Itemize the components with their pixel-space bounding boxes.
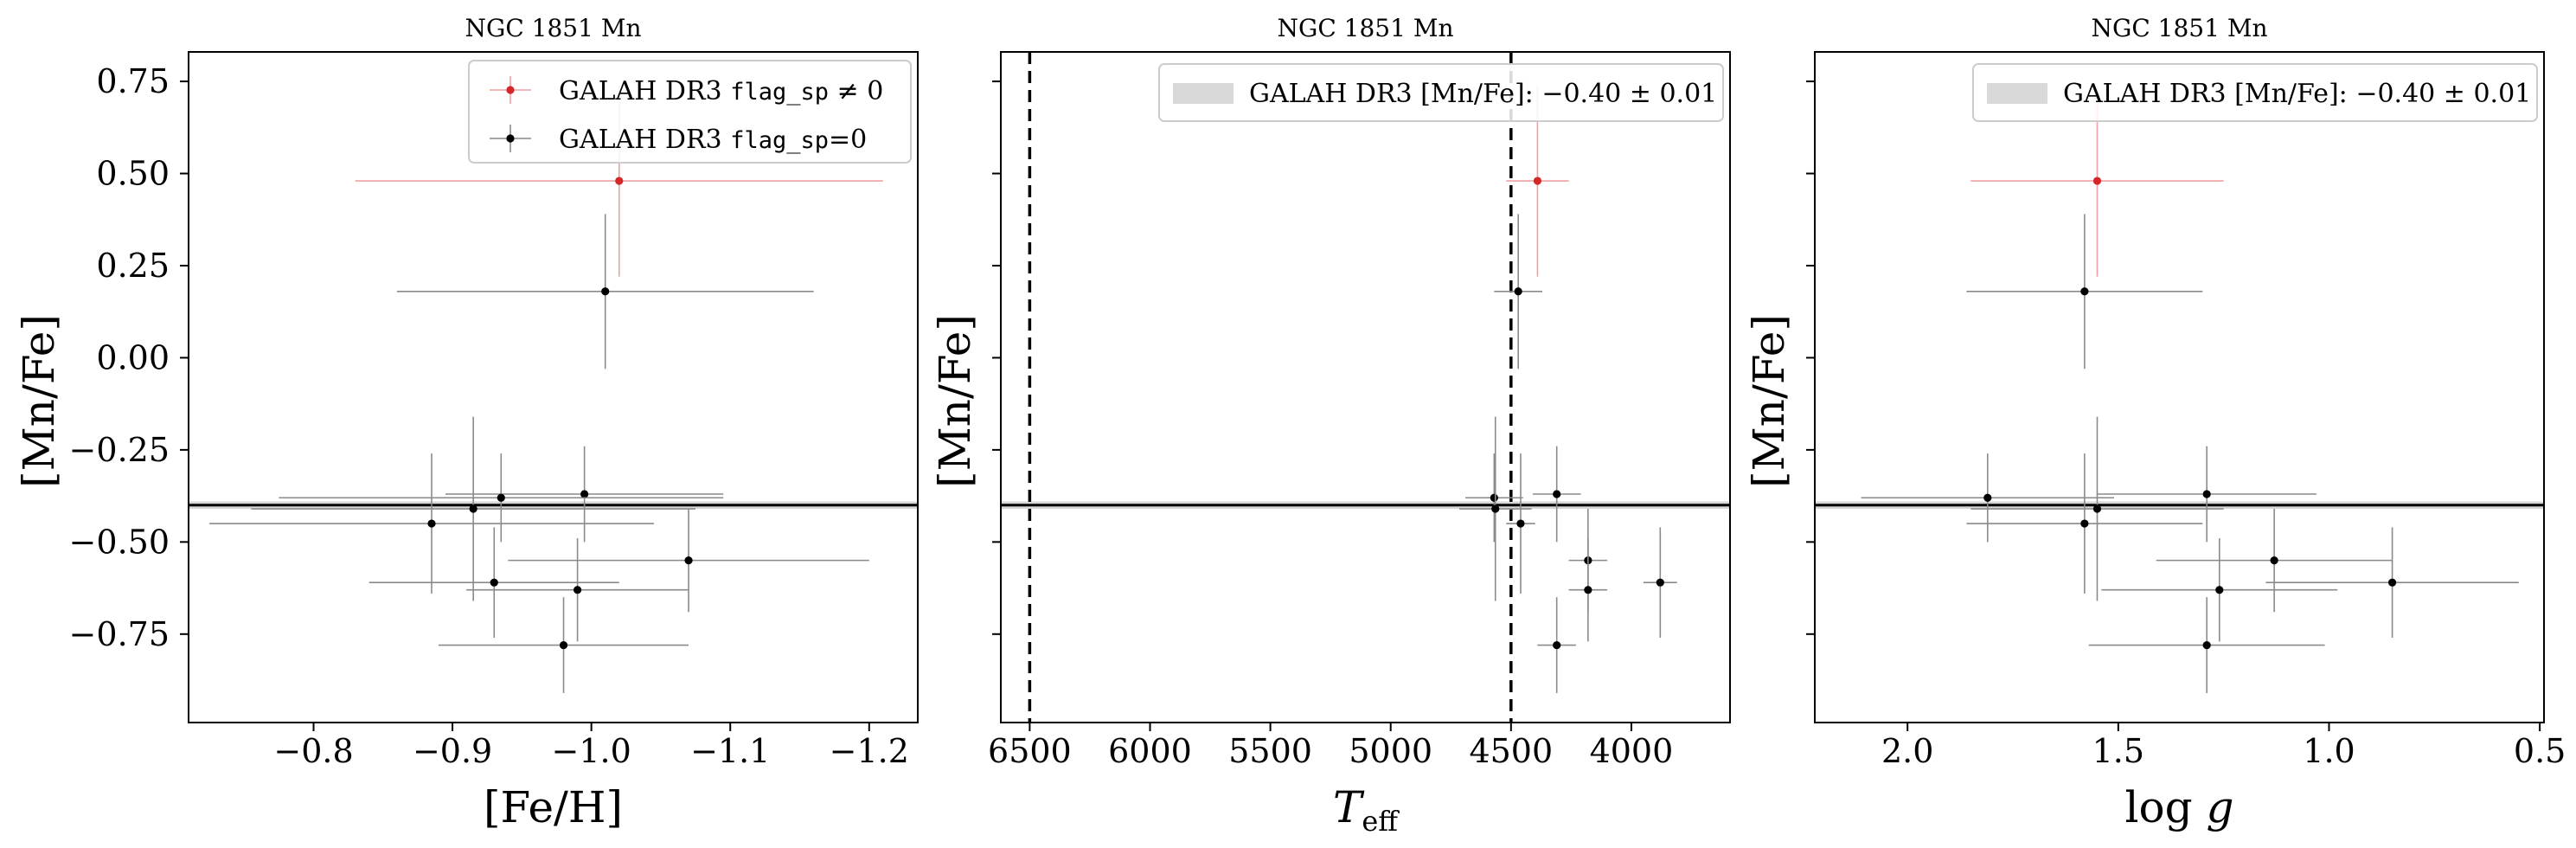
data-point bbox=[1491, 504, 1500, 513]
legend-marker bbox=[506, 134, 515, 143]
legend-box bbox=[1972, 63, 2538, 122]
data-point bbox=[2092, 504, 2102, 513]
panel-2: NGC 1851 Mn 6500 6000 5500 5000 4500 4000 [Mn/F… bbox=[930, 14, 1731, 838]
axes-frame bbox=[188, 51, 919, 723]
y-tick-label: 0.25 bbox=[96, 247, 170, 285]
data-point bbox=[1514, 287, 1522, 296]
legend-entry-label: GALAH DR3 flag_sp=0 bbox=[559, 125, 867, 155]
x-tick-label: 1.0 bbox=[2303, 732, 2355, 770]
data-point bbox=[2092, 177, 2102, 185]
x-axis-label: Teff bbox=[1333, 782, 1400, 838]
x-tick-label: 4500 bbox=[1469, 732, 1553, 770]
y-tick-label: 0.00 bbox=[96, 338, 170, 376]
x-tick-label: 2.0 bbox=[1881, 732, 1933, 770]
data-layer bbox=[1815, 85, 2544, 693]
legend-band-swatch bbox=[1987, 83, 2047, 104]
legend-box bbox=[468, 60, 912, 164]
x-tick-label: 5000 bbox=[1349, 732, 1432, 770]
y-axis-label: [Mn/Fe] bbox=[1744, 314, 1794, 488]
legend-marker bbox=[506, 86, 515, 94]
x-axis-label: log g bbox=[2124, 782, 2233, 832]
data-point bbox=[1983, 493, 1992, 502]
data-point bbox=[580, 490, 589, 498]
y-axis-label: [Mn/Fe] bbox=[14, 314, 64, 488]
x-tick-label: 4000 bbox=[1590, 732, 1674, 770]
data-point bbox=[2080, 287, 2089, 296]
data-layer bbox=[189, 85, 918, 693]
x-tick-label: −1.2 bbox=[830, 732, 909, 770]
legend: GALAH DR3 [Mn/Fe]: −0.40 ± 0.01 bbox=[1972, 63, 2538, 122]
x-tick-label: −0.8 bbox=[273, 732, 353, 770]
data-point bbox=[1490, 493, 1498, 502]
data-point bbox=[1533, 177, 1542, 185]
legend-entry-label: GALAH DR3 flag_sp ≠ 0 bbox=[559, 76, 883, 106]
y-tick-label: −0.75 bbox=[69, 615, 170, 653]
data-point bbox=[497, 493, 505, 502]
y-tick-label: 0.50 bbox=[96, 155, 170, 193]
x-tick-label: 0.5 bbox=[2514, 732, 2566, 770]
data-point bbox=[469, 504, 477, 513]
x-tick-label: −1.1 bbox=[690, 732, 770, 770]
data-point bbox=[427, 519, 436, 528]
axes-frame bbox=[1000, 51, 1731, 723]
legend-entry-label: GALAH DR3 [Mn/Fe]: −0.40 ± 0.01 bbox=[2063, 79, 2531, 109]
panel-title: NGC 1851 Mn bbox=[465, 14, 641, 42]
x-tick-label: 6500 bbox=[988, 732, 1072, 770]
data-point bbox=[2270, 556, 2278, 565]
data-point bbox=[1656, 578, 1664, 587]
data-point bbox=[1553, 640, 1561, 650]
data-point bbox=[574, 586, 582, 594]
panel-1: NGC 1851 Mn −0.8 −0.9 −1.0 −1.1 −1.2 0.75 0.50 0… bbox=[14, 14, 919, 832]
x-tick-label: 1.5 bbox=[2092, 732, 2144, 770]
legend-band-swatch bbox=[1173, 83, 1234, 104]
x-tick-label: 5500 bbox=[1228, 732, 1312, 770]
data-point bbox=[615, 177, 624, 185]
data-point bbox=[601, 287, 610, 296]
data-point bbox=[1516, 519, 1525, 528]
x-tick-label: 6000 bbox=[1108, 732, 1192, 770]
panel-title: NGC 1851 Mn bbox=[2091, 14, 2267, 42]
data-point bbox=[2202, 640, 2211, 650]
y-axis-label: [Mn/Fe] bbox=[930, 314, 980, 488]
data-point bbox=[2215, 586, 2224, 594]
y-tick-label: −0.25 bbox=[69, 431, 170, 469]
data-point bbox=[2387, 578, 2397, 587]
panel-title: NGC 1851 Mn bbox=[1277, 14, 1453, 42]
x-tick-label: −1.0 bbox=[552, 732, 631, 770]
data-layer bbox=[1001, 52, 1730, 723]
data-point bbox=[1553, 490, 1561, 498]
x-tick-label: −0.9 bbox=[413, 732, 492, 770]
legend: GALAH DR3 flag_sp ≠ 0 GALAH DR3 flag_sp=0 bbox=[468, 60, 912, 164]
panel-3: NGC 1851 Mn 2.0 1.5 1.0 0.5 [Mn/Fe] log g GALAH… bbox=[1744, 14, 2566, 832]
data-point bbox=[490, 578, 498, 587]
data-point bbox=[684, 556, 693, 565]
legend: GALAH DR3 [Mn/Fe]: −0.40 ± 0.01 bbox=[1158, 63, 1724, 122]
y-tick-label: 0.75 bbox=[96, 62, 170, 100]
data-point bbox=[2080, 519, 2089, 528]
legend-box bbox=[1158, 63, 1724, 122]
legend-entry-label: GALAH DR3 [Mn/Fe]: −0.40 ± 0.01 bbox=[1249, 79, 1717, 109]
data-point bbox=[559, 640, 568, 650]
axes-frame bbox=[1814, 51, 2545, 723]
data-point bbox=[1584, 586, 1592, 594]
data-point bbox=[2202, 490, 2211, 498]
x-axis-label: [Fe/H] bbox=[484, 782, 623, 832]
y-tick-label: −0.50 bbox=[69, 523, 170, 561]
